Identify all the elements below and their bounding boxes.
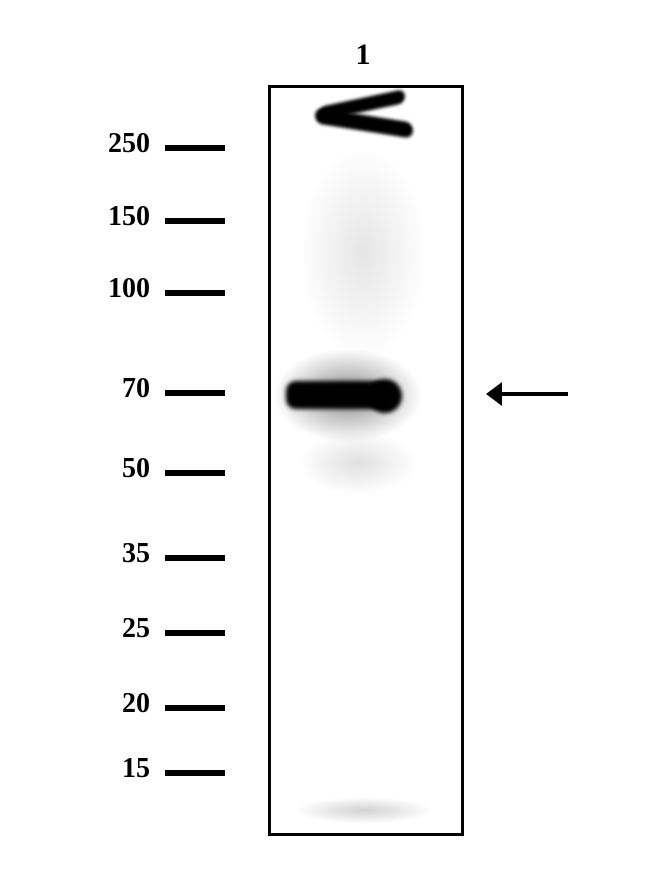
marker-label-25: 25 [0,613,150,645]
marker-label-15: 15 [0,753,150,785]
marker-tick-20 [165,705,225,711]
marker-label-150: 150 [0,201,150,233]
marker-tick-150 [165,218,225,224]
lane-label: 1 [353,38,373,72]
top-artifact-part [315,107,414,138]
arrow-shaft [498,392,568,396]
marker-tick-250 [165,145,225,151]
faint-smear [303,153,423,353]
marker-label-70: 70 [0,373,150,405]
marker-label-35: 35 [0,538,150,570]
blot-container: 1 250 150 100 70 50 35 25 20 15 [0,0,650,870]
marker-label-100: 100 [0,273,150,305]
marker-label-20: 20 [0,688,150,720]
marker-tick-70 [165,390,225,396]
marker-tick-35 [165,555,225,561]
faint-smear [299,798,429,823]
marker-tick-25 [165,630,225,636]
arrow-head-icon [486,382,502,406]
lane-box [268,85,464,836]
marker-tick-15 [165,770,225,776]
marker-tick-50 [165,470,225,476]
marker-tick-100 [165,290,225,296]
marker-label-250: 250 [0,128,150,160]
marker-label-50: 50 [0,453,150,485]
main-band-blob [368,379,402,413]
